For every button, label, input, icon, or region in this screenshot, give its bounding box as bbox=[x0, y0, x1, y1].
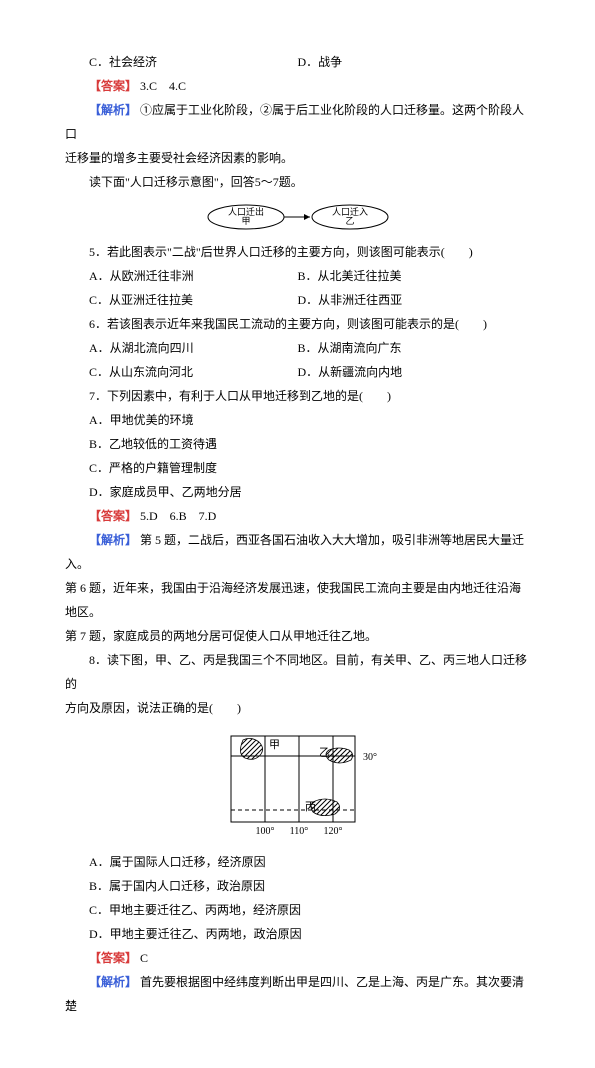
q8-a: A．属于国际人口迁移，经济原因 bbox=[65, 850, 530, 874]
lat-30: 30° bbox=[363, 752, 377, 763]
migration-diagram: 人口迁出 甲 人口迁入 乙 bbox=[65, 200, 530, 234]
explain-label: 【解析】 bbox=[89, 103, 137, 117]
q6-ab: A．从湖北流向四川 B．从湖南流向广东 bbox=[65, 336, 530, 360]
q6-b: B．从湖南流向广东 bbox=[298, 336, 531, 360]
explain-57-l2: 第 6 题，近年来，我国由于沿海经济发展迅速，使我国民工流向主要是由内地迁往沿海… bbox=[65, 576, 530, 624]
explain-34-line1: 【解析】 ①应属于工业化阶段，②属于后工业化阶段的人口迁移量。这两个阶段人口 bbox=[65, 98, 530, 146]
q5-cd: C．从亚洲迁往拉美 D．从非洲迁往西亚 bbox=[65, 288, 530, 312]
option-c: C．社会经济 bbox=[65, 50, 298, 74]
q6-c: C．从山东流向河北 bbox=[65, 360, 298, 384]
intro-5-7: 读下面"人口迁移示意图"，回答5～7题。 bbox=[65, 170, 530, 194]
explain-label: 【解析】 bbox=[89, 975, 137, 989]
top-cd-row: C．社会经济 D．战争 bbox=[65, 50, 530, 74]
q5-stem: 5．若此图表示"二战"后世界人口迁移的主要方向，则该图可能表示( ) bbox=[65, 240, 530, 264]
answer-text: C bbox=[140, 951, 148, 965]
explain-57-l3: 第 7 题，家庭成员的两地分居可促使人口从甲地迁往乙地。 bbox=[65, 624, 530, 648]
q6-stem: 6．若该图表示近年来我国民工流动的主要方向，则该图可能表示的是( ) bbox=[65, 312, 530, 336]
q6-a: A．从湖北流向四川 bbox=[65, 336, 298, 360]
answer-8: 【答案】 C bbox=[65, 946, 530, 970]
answer-57: 【答案】 5.D 6.B 7.D bbox=[65, 504, 530, 528]
q7-d: D．家庭成员甲、乙两地分居 bbox=[65, 480, 530, 504]
lon-110: 110° bbox=[289, 826, 308, 837]
q8-stem1: 8．读下图，甲、乙、丙是我国三个不同地区。目前，有关甲、乙、丙三地人口迁移的 bbox=[65, 648, 530, 696]
q5-a: A．从欧洲迁往非洲 bbox=[65, 264, 298, 288]
q6-cd: C．从山东流向河北 D．从新疆流向内地 bbox=[65, 360, 530, 384]
q5-b: B．从北美迁往拉美 bbox=[298, 264, 531, 288]
q5-c: C．从亚洲迁往拉美 bbox=[65, 288, 298, 312]
explain-34-line2: 迁移量的增多主要受社会经济因素的影响。 bbox=[65, 146, 530, 170]
label-bing: 丙 bbox=[305, 801, 316, 813]
q8-stem2: 方向及原因，说法正确的是( ) bbox=[65, 696, 530, 720]
q5-d: D．从非洲迁往西亚 bbox=[298, 288, 531, 312]
explain-57-l1: 【解析】 第 5 题，二战后，西亚各国石油收入大大增加，吸引非洲等地居民大量迁入… bbox=[65, 528, 530, 576]
node-right-t2: 乙 bbox=[345, 216, 354, 226]
answer-34: 【答案】 3.C 4.C bbox=[65, 74, 530, 98]
answer-label: 【答案】 bbox=[89, 951, 137, 965]
node-left-t2: 甲 bbox=[241, 216, 250, 226]
option-d: D．战争 bbox=[298, 50, 531, 74]
label-jia: 甲 bbox=[269, 739, 280, 751]
q7-b: B．乙地较低的工资待遇 bbox=[65, 432, 530, 456]
answer-text: 3.C 4.C bbox=[140, 79, 186, 93]
map-diagram: 30° 100° 110° 120° 甲 乙 丙 bbox=[65, 728, 530, 846]
lon-100: 100° bbox=[255, 826, 274, 837]
explain-label: 【解析】 bbox=[89, 533, 137, 547]
q6-d: D．从新疆流向内地 bbox=[298, 360, 531, 384]
q8-c: C．甲地主要迁往乙、丙两地，经济原因 bbox=[65, 898, 530, 922]
answer-text: 5.D 6.B 7.D bbox=[140, 509, 216, 523]
lon-120: 120° bbox=[323, 826, 342, 837]
q8-b: B．属于国内人口迁移，政治原因 bbox=[65, 874, 530, 898]
q7-a: A．甲地优美的环境 bbox=[65, 408, 530, 432]
q7-c: C．严格的户籍管理制度 bbox=[65, 456, 530, 480]
q5-ab: A．从欧洲迁往非洲 B．从北美迁往拉美 bbox=[65, 264, 530, 288]
answer-label: 【答案】 bbox=[89, 79, 137, 93]
explain-8: 【解析】 首先要根据图中经纬度判断出甲是四川、乙是上海、丙是广东。其次要清楚 bbox=[65, 970, 530, 1018]
label-yi: 乙 bbox=[319, 746, 330, 759]
answer-label: 【答案】 bbox=[89, 509, 137, 523]
q8-d: D．甲地主要迁往乙、丙两地，政治原因 bbox=[65, 922, 530, 946]
q7-stem: 7．下列因素中，有利于人口从甲地迁移到乙地的是( ) bbox=[65, 384, 530, 408]
